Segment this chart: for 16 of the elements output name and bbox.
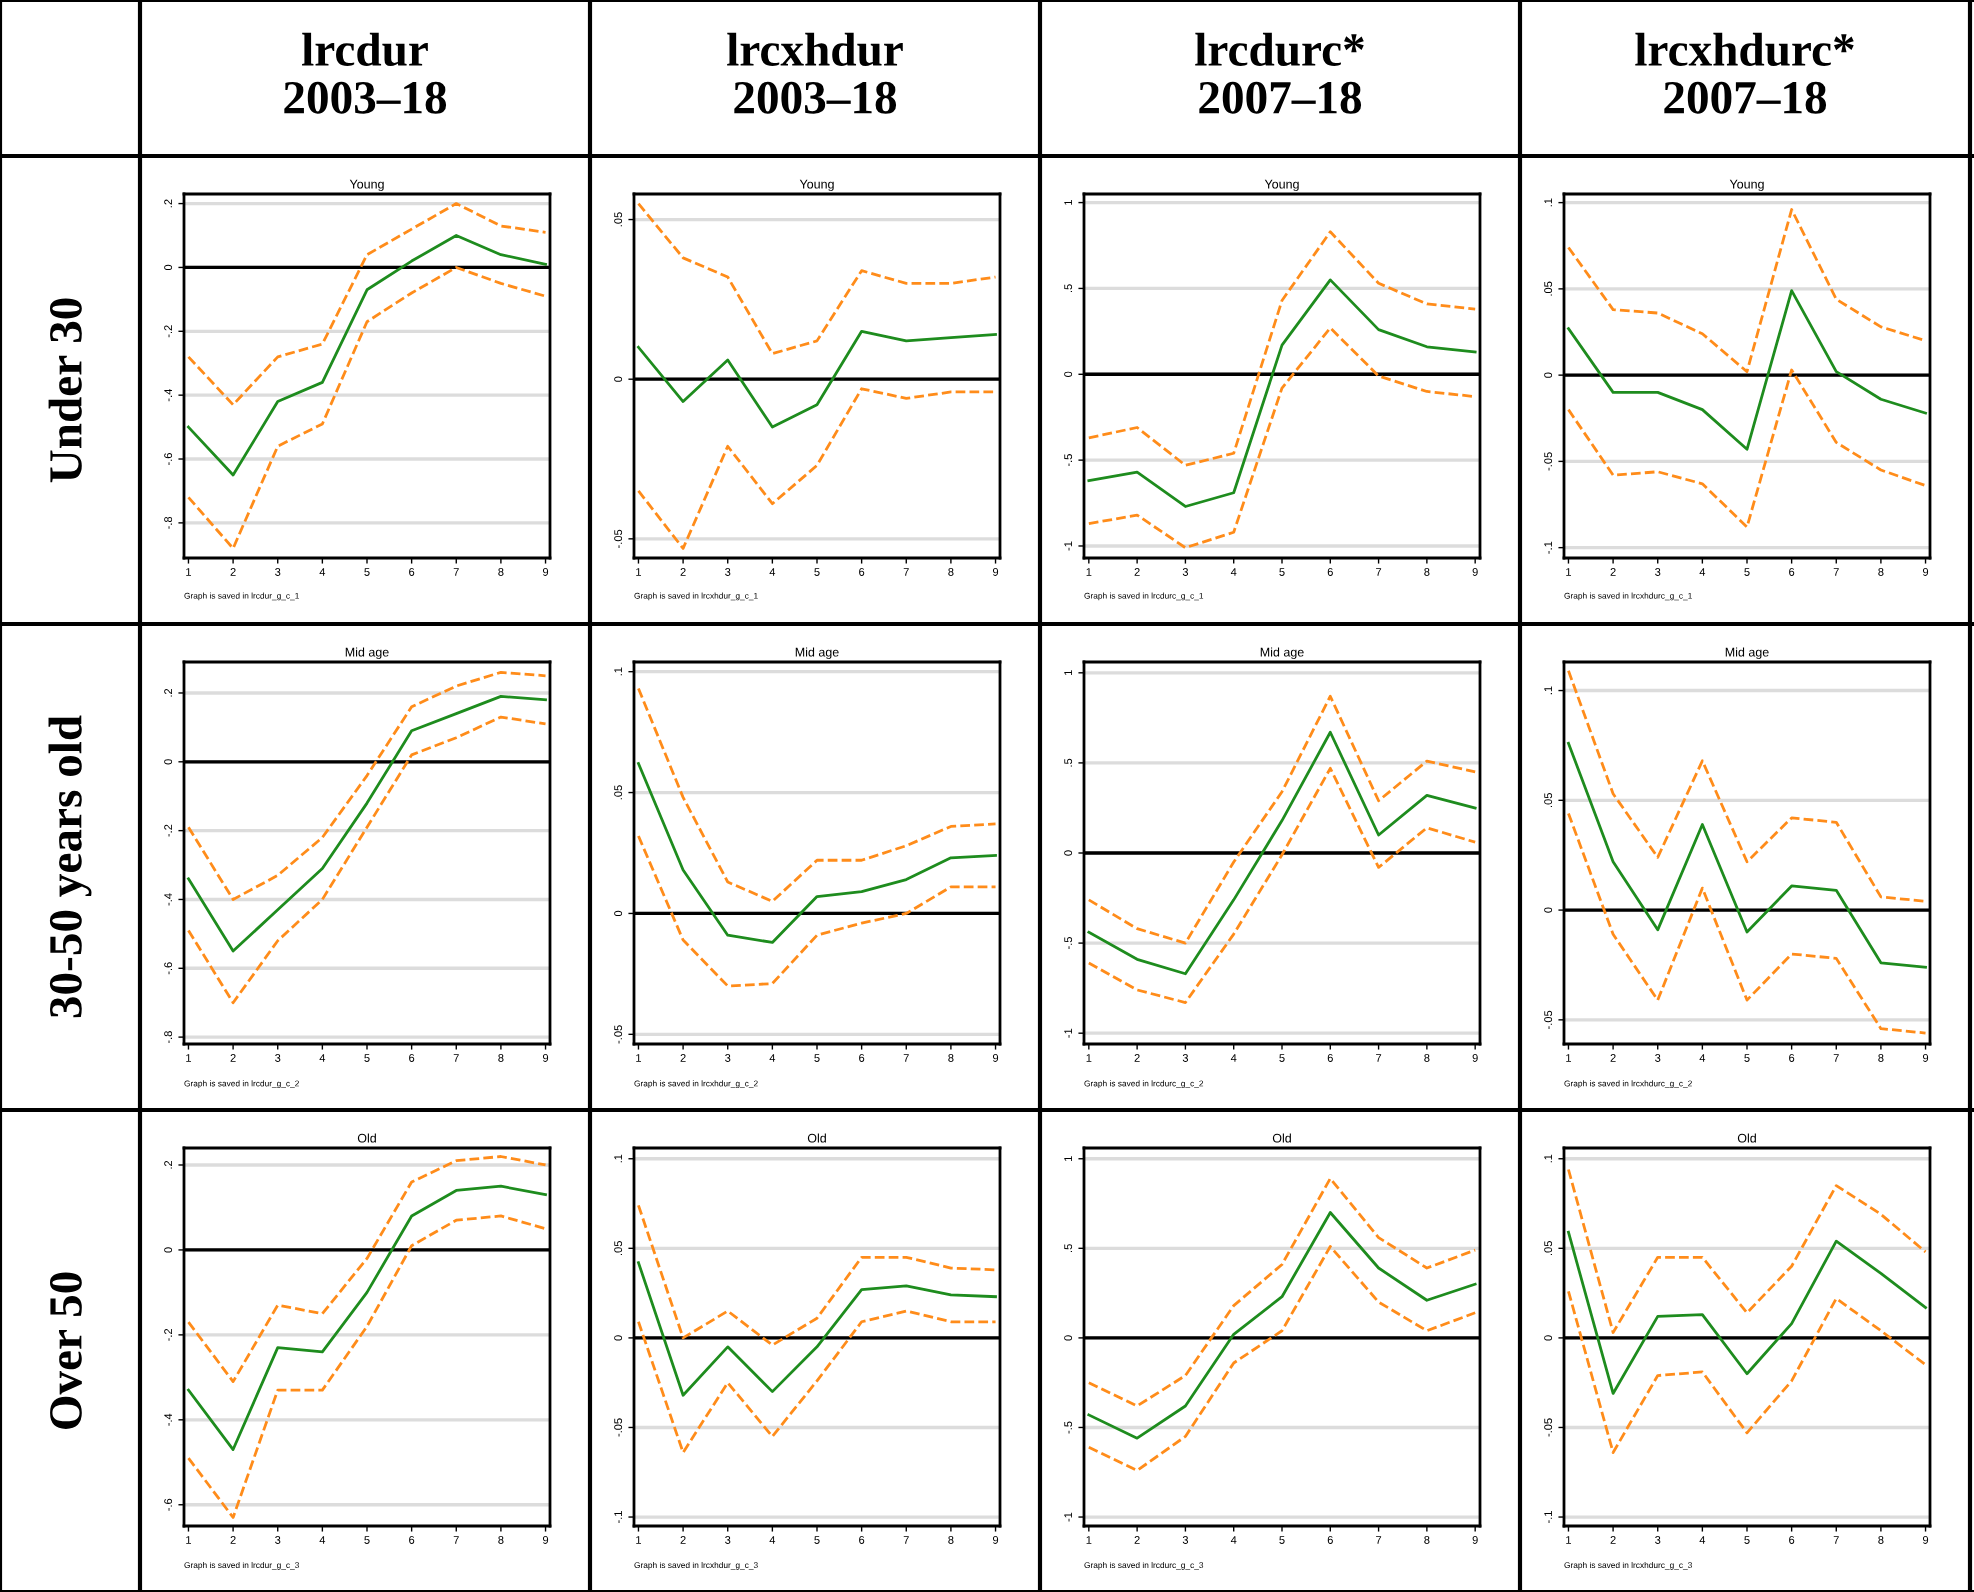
line-series (637, 387, 997, 550)
text: 2007–18 (1664, 81, 1827, 114)
line-series (1567, 1168, 1927, 1334)
line-series (637, 687, 997, 903)
text: lrcdur (302, 32, 428, 67)
text: 2003–18 (284, 81, 447, 114)
text: 2003–18 (734, 81, 897, 114)
text: lrcxhdur (727, 32, 903, 67)
text: Over 50 (49, 1272, 82, 1429)
text: 30-50 years old (48, 715, 92, 1018)
line-series (637, 202, 997, 356)
text: lrcxhdurc* (1635, 32, 1854, 67)
text: lrcdurc* (1195, 32, 1364, 67)
line-series (1567, 669, 1927, 903)
text: Under 30 (48, 298, 82, 483)
text: 2007–18 (1199, 81, 1362, 114)
